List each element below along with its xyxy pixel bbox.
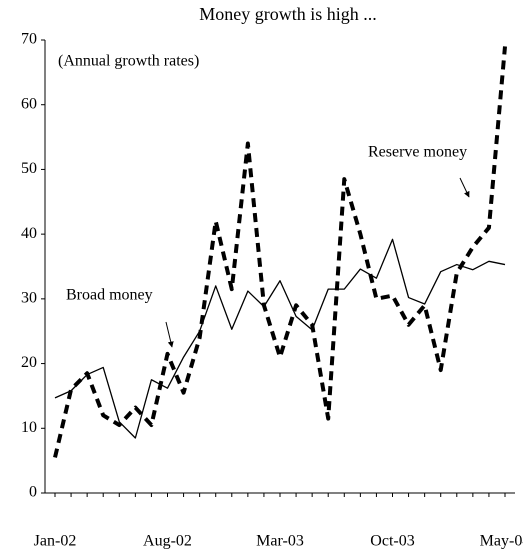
arrow <box>459 177 470 198</box>
annotation: (Annual growth rates) <box>58 53 199 70</box>
x-tick-label: Jan-02 <box>34 533 77 550</box>
annotation: Broad money <box>66 287 153 304</box>
y-tick-label: 10 <box>21 419 37 436</box>
chart-title: Money growth is high ... <box>199 4 377 24</box>
y-tick-label: 60 <box>21 95 37 112</box>
series-line <box>54 238 506 439</box>
x-tick-label: May-04 <box>480 533 523 550</box>
y-tick-label: 0 <box>29 484 37 501</box>
x-tick-label: Oct-03 <box>370 533 414 550</box>
x-tick-label: Aug-02 <box>143 533 192 550</box>
annotation: Reserve money <box>368 144 467 161</box>
arrow <box>165 321 174 348</box>
y-tick-label: 30 <box>21 290 37 307</box>
y-tick-label: 70 <box>21 31 37 48</box>
x-tick-label: Mar-03 <box>256 533 304 550</box>
series-line <box>53 46 507 458</box>
y-tick-label: 20 <box>21 354 37 371</box>
y-tick-label: 40 <box>21 225 37 242</box>
y-tick-label: 50 <box>21 160 37 177</box>
